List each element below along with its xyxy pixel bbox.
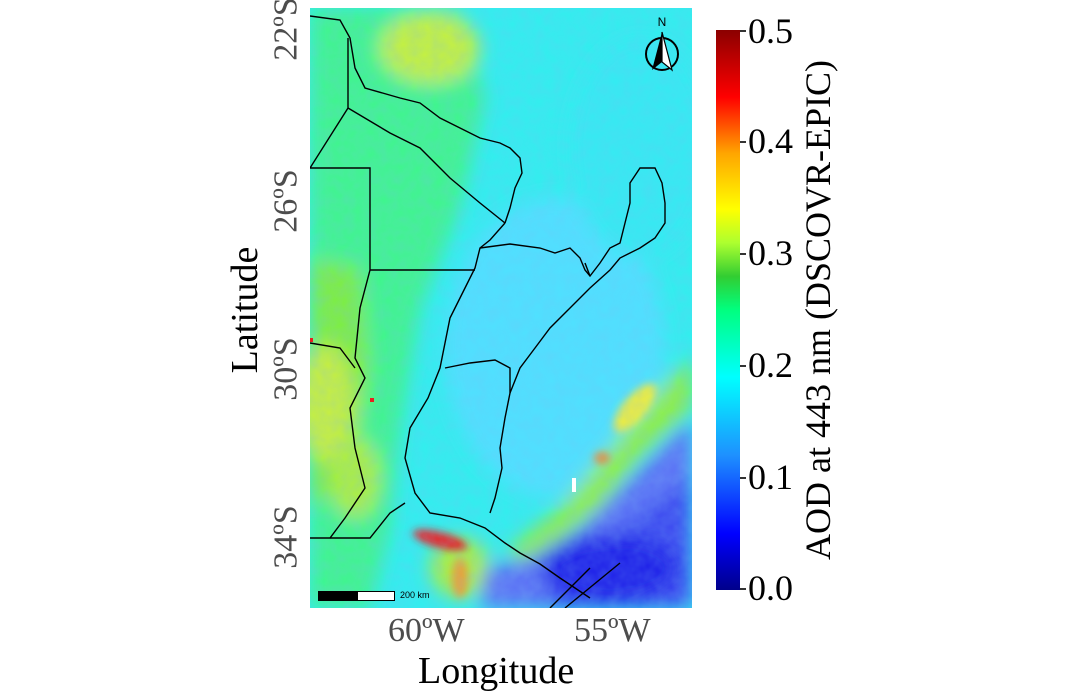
- x-tick-label: 60ºW: [388, 612, 465, 649]
- x-tick-label: 55ºW: [574, 612, 651, 649]
- scale-bar-white: [357, 591, 395, 601]
- aod-map: [310, 8, 692, 608]
- colorbar-tick: [740, 588, 746, 590]
- colorbar-tick: [740, 365, 746, 367]
- colorbar-tick: [740, 477, 746, 479]
- north-label: N: [658, 15, 667, 29]
- scale-bar-black: [318, 591, 358, 601]
- colorbar-tick-label: 0.3: [748, 233, 793, 273]
- y-tick-label: 22ºS: [267, 0, 305, 61]
- country-borders: [310, 15, 666, 608]
- colorbar-tick-label: 0.5: [748, 11, 793, 51]
- north-arrow-icon: N: [645, 15, 679, 72]
- colorbar-tick: [740, 253, 746, 255]
- y-tick-label: 26ºS: [267, 169, 305, 233]
- y-tick-label: 34ºS: [267, 505, 305, 569]
- y-tick-label: 30ºS: [267, 337, 305, 401]
- y-axis-title: Latitude: [224, 246, 266, 374]
- north-arrow: N: [642, 12, 682, 81]
- scale-bar-label: 200 km: [400, 590, 430, 600]
- colorbar-tick-label: 0.0: [748, 568, 793, 608]
- colorbar-tick-label: 0.1: [748, 457, 793, 497]
- x-axis-title: Longitude: [418, 650, 575, 692]
- colorbar-tick: [740, 141, 746, 143]
- colorbar-tick: [740, 30, 746, 32]
- colorbar: [716, 30, 740, 590]
- colorbar-tick-label: 0.4: [748, 121, 793, 161]
- aod-raster: [310, 8, 692, 608]
- colorbar-tick-label: 0.2: [748, 345, 793, 385]
- colorbar-title: AOD at 443 nm (DSCOVR-EPIC): [798, 60, 838, 560]
